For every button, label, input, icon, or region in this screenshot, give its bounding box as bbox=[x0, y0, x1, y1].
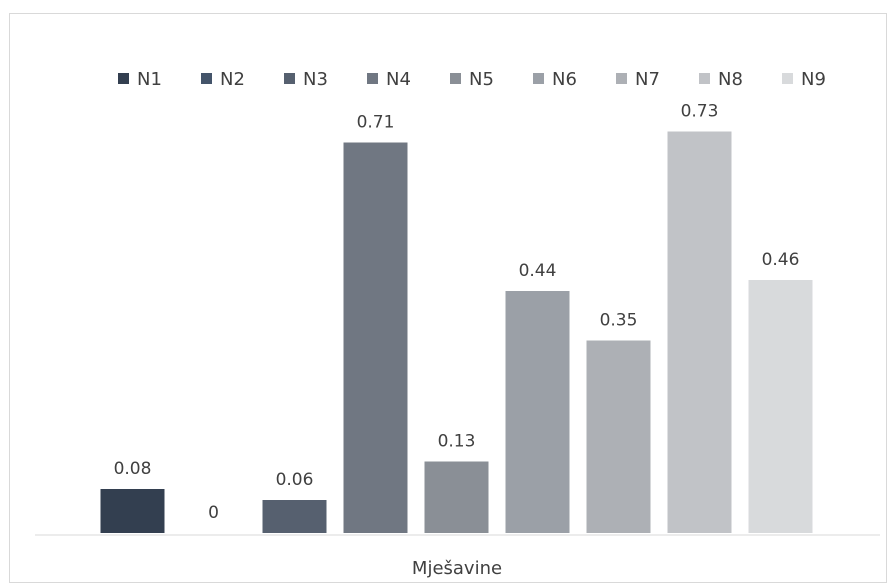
legend-swatch-n1 bbox=[118, 73, 129, 84]
data-label-n5: 0.13 bbox=[438, 432, 476, 452]
data-label-n2: 0 bbox=[208, 503, 219, 523]
legend-label-n9: N9 bbox=[801, 69, 826, 90]
legend-swatch-n3 bbox=[284, 73, 295, 84]
data-labels: 0.08 0 0.06 0.71 0.13 0.44 0.35 0.73 0.46 bbox=[114, 102, 800, 524]
legend-label-n7: N7 bbox=[635, 69, 660, 90]
legend-swatch-n5 bbox=[450, 73, 461, 84]
legend-label-n5: N5 bbox=[469, 69, 494, 90]
bar-n3 bbox=[262, 500, 327, 533]
legend-label-n8: N8 bbox=[718, 69, 743, 90]
bar-n1 bbox=[100, 489, 165, 533]
legend-label-n2: N2 bbox=[220, 69, 245, 90]
bar-n9 bbox=[748, 280, 813, 533]
legend-swatch-n9 bbox=[782, 73, 793, 84]
data-label-n3: 0.06 bbox=[276, 470, 314, 490]
legend-label-n6: N6 bbox=[552, 69, 577, 90]
legend-swatch-n7 bbox=[616, 73, 627, 84]
legend-item-n2: N2 bbox=[201, 69, 245, 90]
bar-n6 bbox=[505, 291, 570, 533]
legend-swatch-n6 bbox=[533, 73, 544, 84]
legend-label-n3: N3 bbox=[303, 69, 328, 90]
legend-swatch-n8 bbox=[699, 73, 710, 84]
data-label-n4: 0.71 bbox=[357, 113, 395, 133]
legend-item-n5: N5 bbox=[450, 69, 494, 90]
legend-item-n9: N9 bbox=[782, 69, 826, 90]
bar-n5 bbox=[424, 461, 489, 533]
legend-label-n4: N4 bbox=[386, 69, 411, 90]
legend-item-n4: N4 bbox=[367, 69, 411, 90]
bar-n4 bbox=[343, 142, 408, 533]
legend-label-n1: N1 bbox=[137, 69, 162, 90]
legend-item-n7: N7 bbox=[616, 69, 660, 90]
data-label-n8: 0.73 bbox=[681, 102, 719, 122]
data-label-n7: 0.35 bbox=[600, 311, 638, 331]
bars bbox=[100, 131, 813, 533]
bar-n7 bbox=[586, 340, 651, 533]
bar-n8 bbox=[667, 131, 732, 533]
data-label-n9: 0.46 bbox=[762, 250, 800, 270]
legend-swatch-n2 bbox=[201, 73, 212, 84]
x-category-label: Mješavine bbox=[412, 558, 502, 579]
legend: N1 N2 N3 N4 N5 N6 N7 N8 N9 bbox=[118, 69, 826, 90]
data-label-n1: 0.08 bbox=[114, 459, 152, 479]
legend-item-n3: N3 bbox=[284, 69, 328, 90]
legend-item-n1: N1 bbox=[118, 69, 162, 90]
legend-item-n6: N6 bbox=[533, 69, 577, 90]
legend-item-n8: N8 bbox=[699, 69, 743, 90]
data-label-n6: 0.44 bbox=[519, 261, 557, 281]
legend-swatch-n4 bbox=[367, 73, 378, 84]
